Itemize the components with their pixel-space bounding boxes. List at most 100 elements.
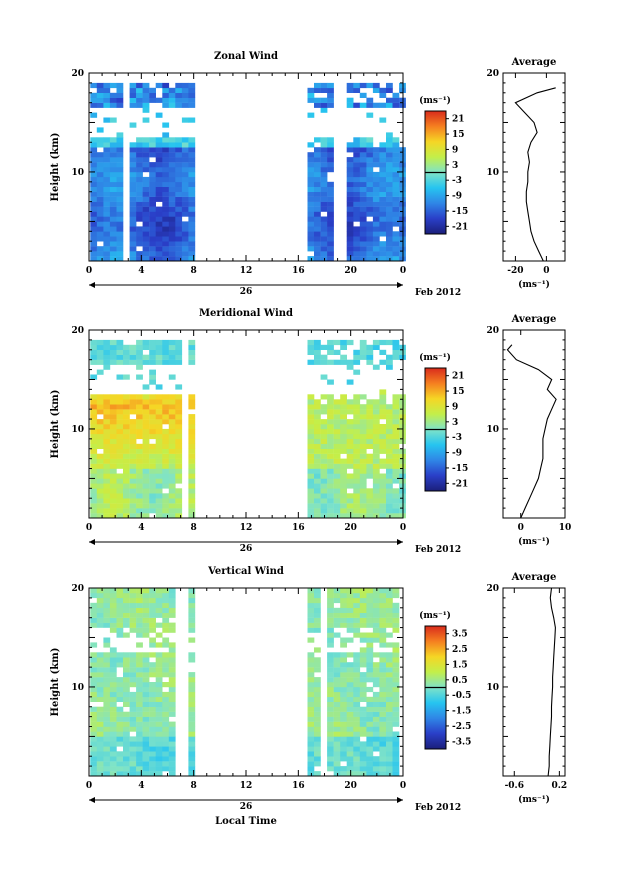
- heatmap-cell: [123, 513, 130, 519]
- heatmap-cell: [136, 216, 143, 222]
- heatmap-cell: [90, 751, 98, 757]
- heatmap-cell: [155, 642, 163, 648]
- heatmap-cell: [123, 349, 130, 355]
- heatmap-cell: [162, 82, 170, 89]
- heatmap-cell: [123, 736, 130, 742]
- heatmap-cell: [109, 453, 117, 459]
- heatmap-cell: [327, 191, 334, 197]
- heatmap-cell: [116, 761, 124, 767]
- heatmap-cell: [109, 771, 117, 777]
- heatmap-cell: [333, 448, 341, 454]
- heatmap-cell: [386, 216, 393, 222]
- heatmap-cell: [307, 157, 315, 163]
- heatmap-cell: [333, 716, 341, 722]
- heatmap-cell: [372, 508, 380, 514]
- heatmap-cell: [129, 404, 137, 410]
- heatmap-cell: [314, 726, 321, 732]
- heatmap-cell: [129, 162, 137, 168]
- heatmap-cell: [96, 458, 104, 464]
- heatmap-cell: [149, 746, 156, 752]
- heatmap-cell: [136, 167, 143, 173]
- heatmap-cell: [142, 137, 150, 143]
- heatmap-cell: [307, 428, 315, 435]
- heatmap-cell: [155, 221, 163, 227]
- panel-title: Meridional Wind: [199, 308, 293, 319]
- profile-x-tick-label: 10: [559, 523, 572, 533]
- heatmap-cell: [386, 137, 393, 143]
- heatmap-cell: [366, 711, 374, 717]
- heatmap-cell: [175, 221, 183, 227]
- heatmap-cell: [116, 147, 124, 153]
- heatmap-cell: [181, 256, 189, 262]
- heatmap-cell: [136, 226, 143, 232]
- heatmap-cell: [109, 176, 117, 183]
- heatmap-cell: [142, 686, 150, 693]
- heatmap-cell: [353, 102, 361, 108]
- heatmap-cell: [149, 349, 156, 355]
- heatmap-cell: [129, 498, 137, 504]
- heatmap-cell: [379, 196, 387, 202]
- heatmap-cell: [168, 503, 176, 509]
- heatmap-cell: [129, 231, 137, 237]
- heatmap-cell: [109, 736, 117, 742]
- heatmap-cell: [168, 662, 176, 668]
- heatmap-cell: [129, 771, 137, 777]
- y-axis-label: Height (km): [50, 133, 61, 202]
- heatmap-cell: [103, 667, 111, 673]
- heatmap-cell: [379, 686, 387, 693]
- heatmap-cell: [392, 216, 400, 222]
- heatmap-cell: [386, 701, 393, 707]
- heatmap-cell: [359, 196, 367, 202]
- heatmap-cell: [314, 602, 321, 608]
- colorbar-unit: (ms⁻¹): [419, 95, 451, 106]
- heatmap-cell: [96, 711, 104, 717]
- heatmap-cell: [353, 726, 361, 732]
- heatmap-cell: [103, 493, 111, 499]
- heatmap-cell: [136, 716, 143, 722]
- heatmap-cell: [366, 231, 374, 237]
- heatmap-cell: [168, 448, 176, 454]
- heatmap-cell: [346, 206, 354, 212]
- heatmap-cell: [129, 256, 137, 262]
- heatmap-cell: [129, 612, 137, 618]
- heatmap-cell: [109, 438, 117, 444]
- x-tick-label: 20: [344, 781, 357, 791]
- heatmap-cell: [340, 592, 347, 599]
- heatmap-cell: [149, 468, 156, 474]
- heatmap-cell: [103, 152, 111, 158]
- heatmap-cell: [155, 399, 163, 405]
- heatmap-cell: [386, 414, 393, 420]
- heatmap-cell: [96, 127, 104, 133]
- heatmap-cell: [142, 736, 150, 742]
- heatmap-cell: [327, 478, 334, 484]
- heatmap-cell: [314, 458, 321, 464]
- heatmap-cell: [136, 721, 143, 727]
- heatmap-cell: [340, 672, 347, 678]
- heatmap-cell: [103, 87, 111, 93]
- heatmap-cell: [307, 216, 315, 222]
- heatmap-cell: [353, 602, 361, 608]
- heatmap-cell: [379, 186, 387, 192]
- heatmap-cell: [103, 394, 111, 400]
- heatmap-cell: [96, 588, 104, 594]
- heatmap-cell: [392, 686, 400, 693]
- heatmap-cell: [307, 617, 315, 623]
- heatmap-cell: [129, 216, 137, 222]
- heatmap-cell: [175, 152, 183, 158]
- heatmap-cell: [320, 508, 328, 514]
- heatmap-cell: [307, 721, 315, 727]
- heatmap-cell: [149, 147, 156, 153]
- heatmap-cell: [392, 508, 400, 514]
- heatmap-cell: [96, 686, 104, 693]
- heatmap-cell: [327, 741, 334, 747]
- heatmap-cell: [320, 191, 328, 197]
- heatmap-cell: [123, 726, 130, 732]
- heatmap-cell: [142, 662, 150, 668]
- heatmap-cell: [333, 453, 341, 459]
- heatmap-cell: [307, 201, 315, 207]
- heatmap-cell: [175, 354, 183, 360]
- heatmap-cell: [129, 746, 137, 752]
- heatmap-cell: [162, 414, 170, 420]
- heatmap-cell: [103, 696, 111, 702]
- heatmap-cell: [155, 672, 163, 678]
